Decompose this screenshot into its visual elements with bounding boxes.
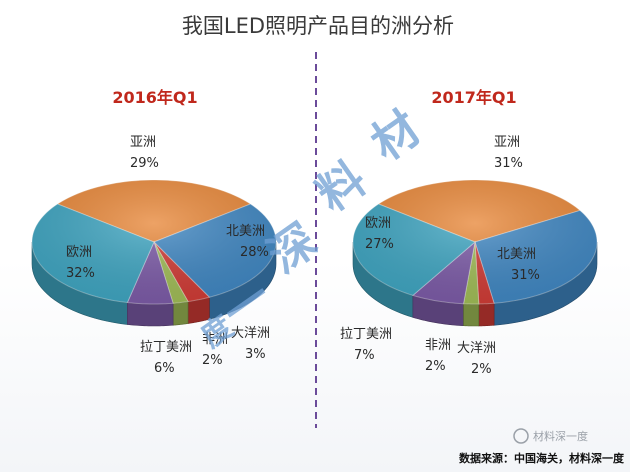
slice-label: 拉丁美洲 — [340, 327, 392, 342]
slice-label: 亚洲 — [130, 135, 156, 150]
pie-top-shading — [32, 180, 276, 304]
pie-slice-side — [478, 302, 495, 327]
pie-title: 2016年Q1 — [112, 88, 197, 107]
slice-label: 拉丁美洲 — [140, 340, 192, 355]
slice-value-label: 31% — [511, 268, 540, 283]
slice-value-label: 2% — [425, 359, 446, 374]
slice-label: 欧洲 — [66, 245, 92, 260]
slice-label: 北美洲 — [226, 224, 265, 239]
slice-value-label: 32% — [66, 266, 95, 281]
pie-slice-side — [463, 303, 480, 327]
slice-value-label: 29% — [130, 156, 159, 171]
pie-layer: 2016年Q1亚洲29%北美洲28%大洋洲3%非洲2%拉丁美洲6%欧洲32%20… — [31, 88, 598, 377]
slice-value-label: 31% — [494, 156, 523, 171]
watermark-char: 料 — [307, 151, 376, 222]
slice-value-label: 2% — [202, 353, 223, 368]
slice-label: 亚洲 — [494, 135, 520, 150]
slice-label: 北美洲 — [497, 247, 536, 262]
slice-label: 非洲 — [425, 338, 451, 353]
account-icon — [513, 428, 529, 444]
slice-label: 大洋洲 — [457, 341, 496, 356]
pie-title: 2017年Q1 — [431, 88, 516, 107]
pie-chart-2: 2017年Q1 亚洲 31% 北美洲 31% 大洋洲 2% 非洲 2% 拉丁美洲 7% 欧洲 27% — [340, 88, 598, 377]
account-badge: 材料深一度 — [513, 428, 588, 444]
slice-value-label: 6% — [154, 361, 175, 376]
slice-value-label: 2% — [471, 362, 492, 377]
slice-value-label: 3% — [245, 347, 266, 362]
slice-value-label: 7% — [354, 348, 375, 363]
chart-title: 我国LED照明产品目的洲分析 — [182, 14, 454, 38]
watermark-char: 材 — [361, 100, 430, 171]
slice-label: 大洋洲 — [231, 326, 270, 341]
slice-value-label: 28% — [240, 245, 269, 260]
pie-chart-1: 2016年Q1 亚洲 29% 北美洲 28% 大洋洲 3% 非洲 2% 拉丁美洲 6% 欧洲 32% — [31, 88, 277, 376]
source-note: 数据来源：中国海关，材料深一度 — [459, 451, 625, 465]
pie-slice-side — [172, 301, 189, 326]
slice-value-label: 27% — [365, 237, 394, 252]
account-name: 材料深一度 — [533, 429, 588, 443]
slice-label: 欧洲 — [365, 216, 391, 231]
pie-top-shading — [353, 180, 597, 304]
slice-label: 非洲 — [202, 332, 228, 347]
pie-slice-side — [127, 302, 174, 327]
